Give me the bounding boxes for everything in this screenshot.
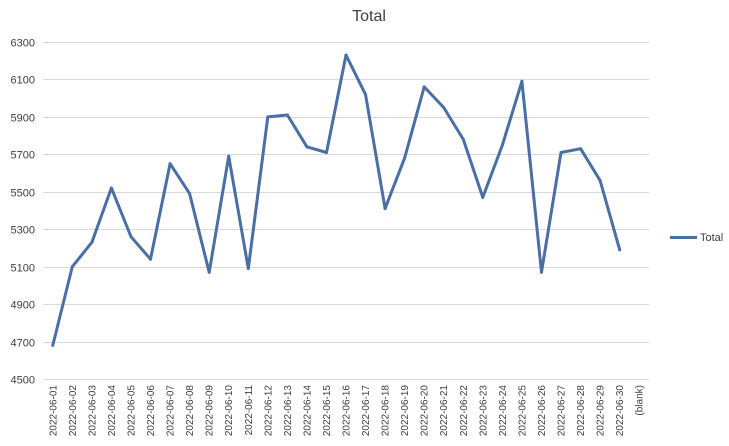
data-point [579, 147, 583, 151]
y-tick-label: 4700 [11, 338, 35, 350]
y-tick-label: 6100 [11, 75, 35, 87]
x-tick-label: 2022-06-07 [166, 385, 177, 437]
x-tick-label: (blank) [635, 385, 646, 416]
x-tick-label: 2022-06-17 [361, 385, 372, 437]
x-tick-label: 2022-06-13 [283, 385, 294, 437]
data-point [461, 137, 465, 141]
data-point [344, 53, 348, 57]
data-point [481, 195, 485, 199]
y-tick-label: 5900 [11, 113, 35, 125]
x-tick-label: 2022-06-28 [576, 385, 587, 437]
data-point [266, 115, 270, 119]
series-line-total [51, 53, 622, 347]
y-axis-ticks: 4500 4700 4900 5100 5300 5500 5700 5900 6100 6300 [11, 38, 35, 387]
data-point [90, 240, 94, 244]
data-point [598, 179, 602, 182]
data-point [500, 143, 504, 147]
x-tick-label: 2022-06-04 [107, 385, 118, 437]
data-point [109, 186, 113, 190]
legend-label: Total [700, 232, 723, 244]
x-tick-label: 2022-06-01 [48, 385, 59, 437]
series-layer [51, 53, 622, 347]
data-point [520, 79, 524, 83]
y-tick-label: 5100 [11, 263, 35, 275]
x-tick-label: 2022-06-06 [146, 385, 157, 437]
x-tick-label: 2022-06-21 [439, 385, 450, 437]
x-tick-label: 2022-06-14 [302, 385, 313, 437]
x-tick-label: 2022-06-09 [205, 385, 216, 437]
data-point [70, 265, 74, 269]
x-tick-label: 2022-06-11 [244, 385, 255, 436]
x-tick-label: 2022-06-25 [517, 385, 528, 437]
x-tick-label: 2022-06-20 [420, 385, 431, 437]
data-point [168, 162, 172, 166]
x-tick-label: 2022-06-15 [322, 385, 333, 437]
x-tick-label: 2022-06-05 [126, 385, 137, 437]
data-point [188, 192, 192, 196]
gridlines [43, 42, 649, 380]
x-tick-label: 2022-06-22 [459, 385, 470, 437]
data-point [149, 257, 152, 261]
data-point [129, 235, 133, 239]
data-point [383, 207, 387, 211]
chart-title: Total [352, 8, 386, 25]
x-tick-label: 2022-06-16 [342, 385, 353, 437]
x-tick-label: 2022-06-24 [498, 385, 509, 437]
y-tick-label: 4500 [11, 375, 35, 387]
data-point [51, 343, 55, 347]
x-tick-label: 2022-06-10 [224, 385, 235, 437]
x-tick-label: 2022-06-30 [615, 385, 626, 437]
y-tick-label: 5700 [11, 150, 35, 162]
x-tick-label: 2022-06-26 [537, 385, 548, 437]
data-point [559, 151, 563, 154]
data-point [422, 85, 426, 89]
x-tick-label: 2022-06-23 [478, 385, 489, 437]
data-point [246, 267, 250, 270]
x-tick-label: 2022-06-29 [596, 385, 607, 437]
x-tick-label: 2022-06-27 [557, 385, 568, 437]
data-point [442, 106, 446, 109]
data-point [540, 270, 543, 274]
x-tick-label: 2022-06-08 [185, 385, 196, 437]
y-tick-label: 6300 [11, 38, 35, 50]
y-tick-label: 5300 [11, 225, 35, 237]
data-point [364, 92, 367, 96]
data-point [285, 113, 289, 117]
x-tick-label: 2022-06-02 [68, 385, 79, 437]
legend: Total [670, 232, 723, 244]
data-point [403, 156, 407, 160]
x-axis-ticks: 2022-06-01 2022-06-02 2022-06-03 2022-06-04… [48, 385, 645, 437]
data-point [227, 154, 231, 158]
data-point [305, 145, 309, 149]
y-tick-label: 4900 [11, 300, 35, 312]
data-point [207, 270, 211, 274]
x-tick-label: 2022-06-19 [400, 385, 411, 437]
data-point [618, 248, 622, 252]
x-tick-label: 2022-06-18 [381, 385, 392, 437]
data-point [325, 151, 328, 154]
x-tick-label: 2022-06-03 [87, 385, 98, 437]
x-tick-label: 2022-06-12 [263, 385, 274, 437]
y-tick-label: 5500 [11, 188, 35, 200]
